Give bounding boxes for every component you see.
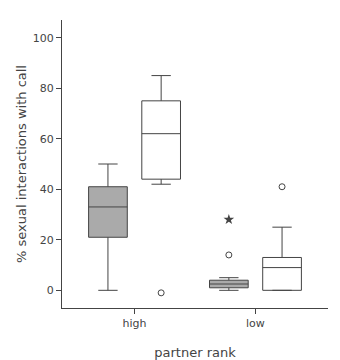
- svg-text:0: 0: [47, 284, 54, 297]
- svg-text:high: high: [123, 317, 147, 330]
- svg-text:low: low: [246, 317, 265, 330]
- svg-text:80: 80: [40, 82, 54, 95]
- svg-text:% sexual interactions with cal: % sexual interactions with call: [14, 65, 29, 263]
- svg-text:100: 100: [33, 32, 54, 45]
- svg-text:partner rank: partner rank: [154, 345, 236, 360]
- svg-text:20: 20: [40, 234, 54, 247]
- svg-text:40: 40: [40, 183, 54, 196]
- svg-text:60: 60: [40, 133, 54, 146]
